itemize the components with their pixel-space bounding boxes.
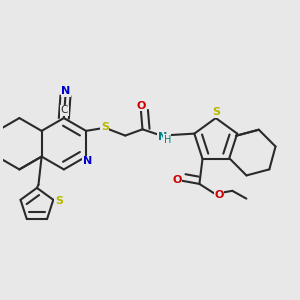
Text: H: H [164, 135, 171, 145]
Text: S: S [55, 196, 63, 206]
Text: O: O [172, 176, 182, 185]
Text: C: C [61, 105, 68, 116]
Text: N: N [158, 131, 167, 142]
Text: N: N [83, 156, 92, 166]
Text: O: O [136, 100, 146, 110]
Text: O: O [214, 190, 224, 200]
Text: S: S [101, 122, 109, 132]
Text: S: S [212, 107, 220, 117]
Text: N: N [61, 86, 70, 96]
